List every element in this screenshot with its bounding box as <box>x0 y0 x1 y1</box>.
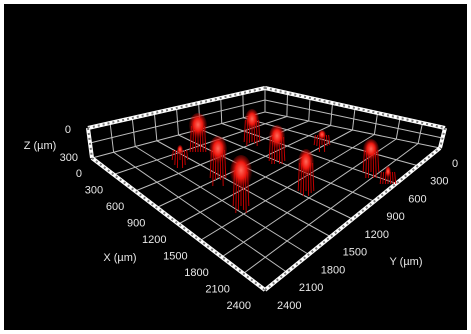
x-tick-label: 600 <box>106 201 124 213</box>
x-tick-label: 1800 <box>184 267 208 279</box>
render-view: Z (µm) 0 300 X (µm) Y (µm) 0300600900120… <box>0 0 471 334</box>
y-axis-label: Y (µm) <box>389 256 422 268</box>
x-tick-label: 0 <box>76 168 82 180</box>
x-axis-label: X (µm) <box>103 252 136 264</box>
y-tick-label: 2100 <box>299 282 323 294</box>
signal-blob <box>209 136 227 164</box>
x-tick-label: 2400 <box>227 300 251 312</box>
signal-blob <box>363 139 379 161</box>
signal-blob <box>298 149 314 177</box>
signal-blob <box>189 113 207 139</box>
y-tick-label: 2400 <box>277 300 301 312</box>
y-tick-label: 900 <box>386 211 404 223</box>
signal-blob <box>245 109 259 131</box>
signal-blob <box>385 166 391 178</box>
y-tick-label: 300 <box>430 176 448 188</box>
x-tick-label: 2100 <box>205 283 229 295</box>
y-tick-label: 0 <box>452 158 458 170</box>
z-axis-label: Z (µm) <box>24 140 57 152</box>
x-tick-label: 300 <box>85 184 103 196</box>
z-tick-label: 300 <box>60 152 78 164</box>
x-tick-label: 900 <box>127 217 145 229</box>
x-tick-label: 1500 <box>163 250 187 262</box>
y-tick-label: 600 <box>408 193 426 205</box>
z-tick-label: 0 <box>65 124 71 136</box>
signal-blob <box>318 130 326 140</box>
signal-blob <box>269 125 285 149</box>
x-tick-label: 1200 <box>142 234 166 246</box>
signal-blob <box>230 155 252 189</box>
y-tick-label: 1200 <box>365 229 389 241</box>
signal-blob <box>177 145 183 155</box>
y-tick-label: 1500 <box>343 247 367 259</box>
y-tick-label: 1800 <box>321 264 345 276</box>
viewer: Z (µm) 0 300 X (µm) Y (µm) 0300600900120… <box>0 0 471 334</box>
